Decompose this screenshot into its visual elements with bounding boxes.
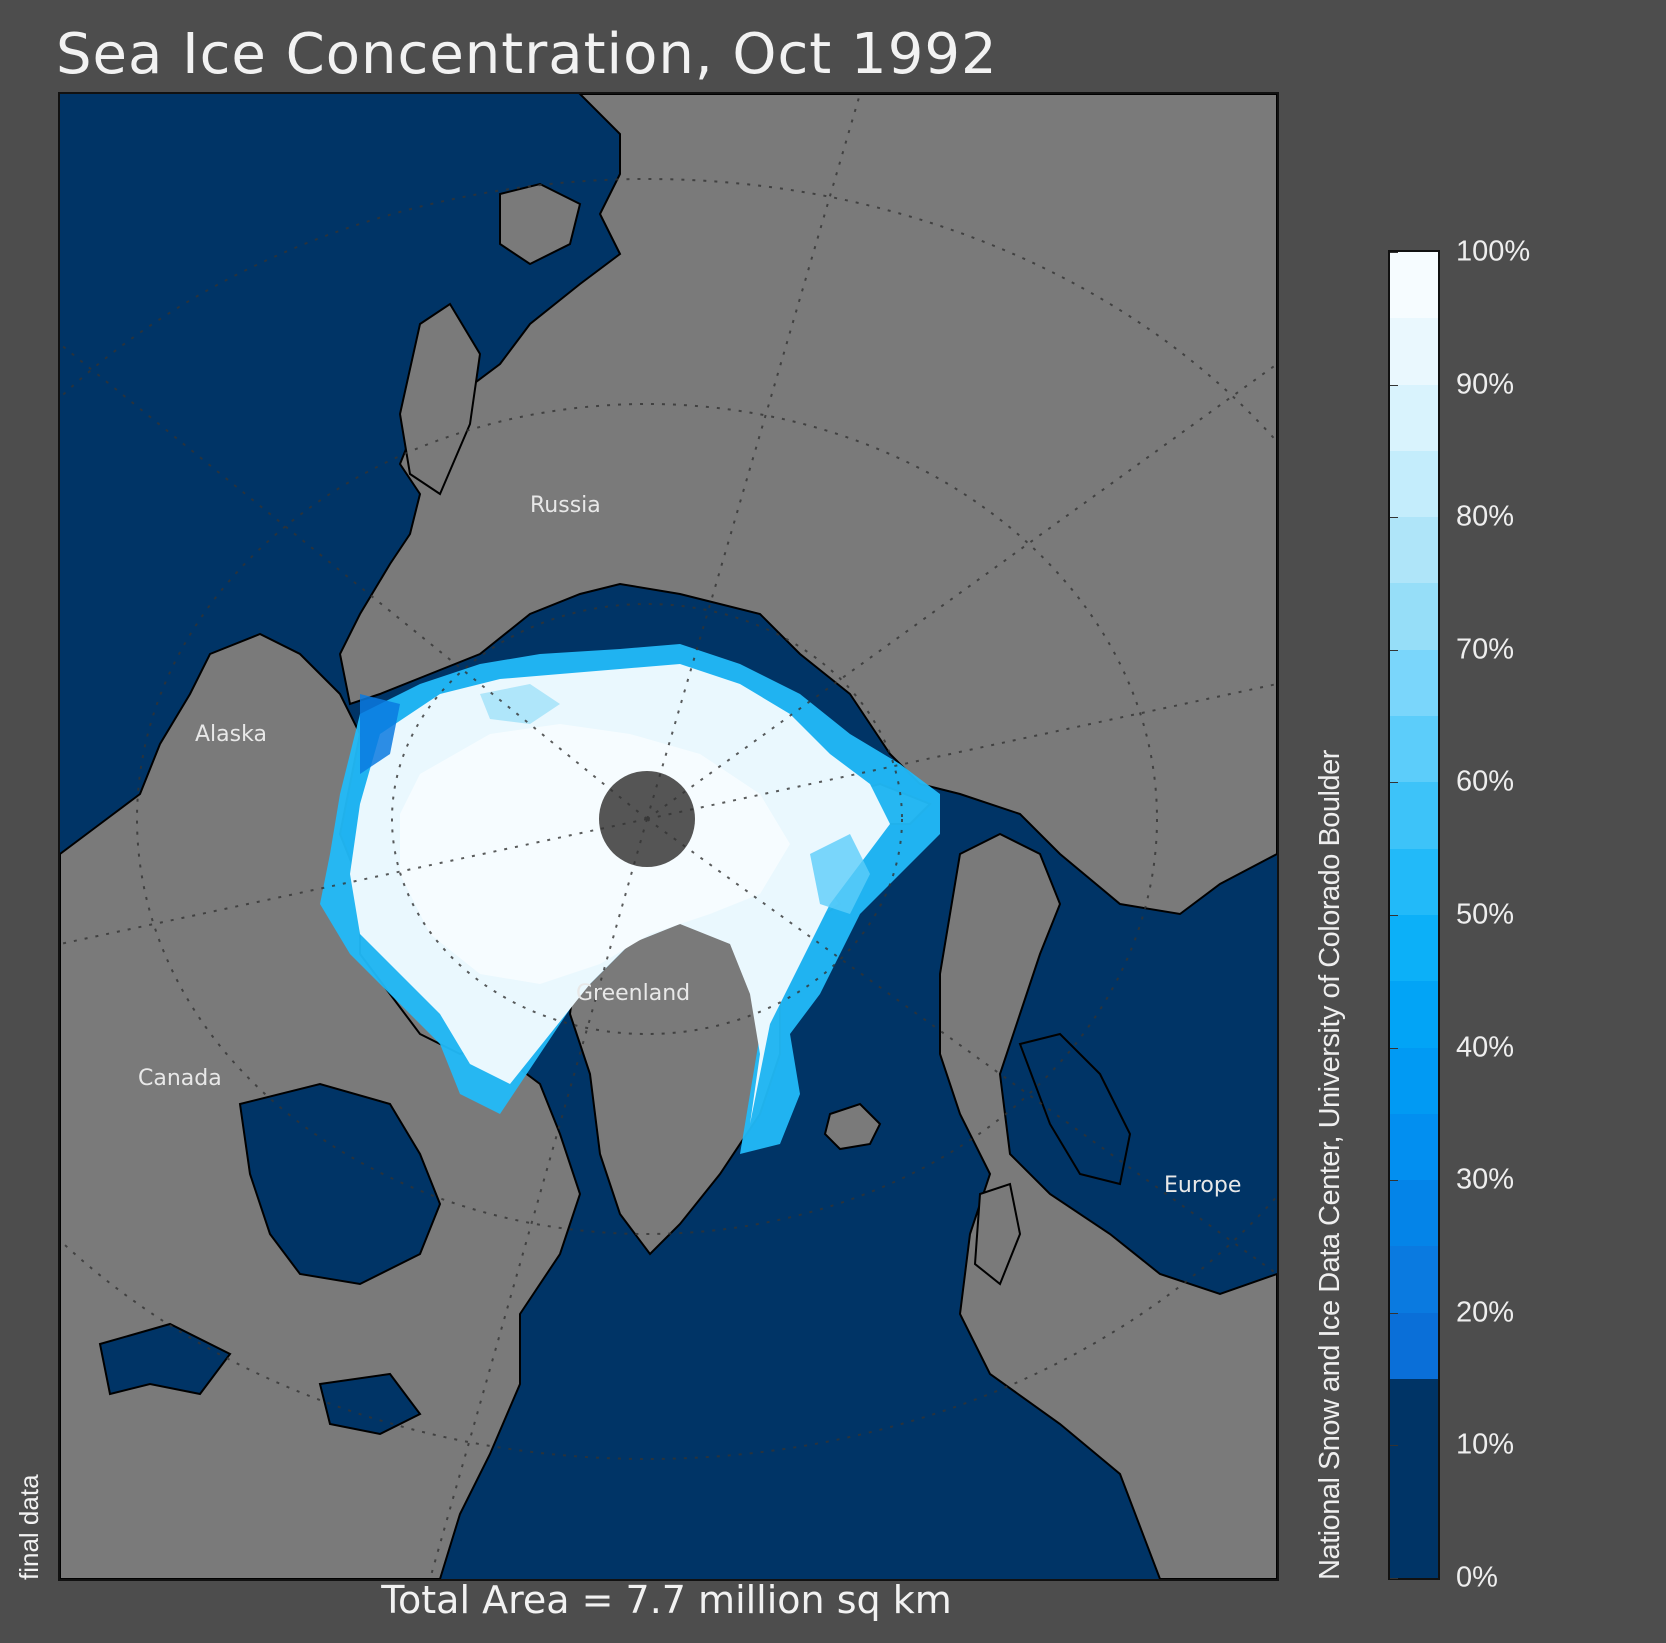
colorbar-segment <box>1390 384 1438 451</box>
colorbar-segment <box>1390 583 1438 650</box>
colorbar-tick-mark <box>1390 915 1398 916</box>
sea-ice-patch-3 <box>360 694 400 774</box>
colorbar-tick-label: 0% <box>1456 1561 1498 1594</box>
colorbar-segment <box>1390 649 1438 717</box>
colorbar <box>1388 250 1440 1580</box>
colorbar-segment <box>1390 981 1438 1048</box>
colorbar-tick-mark <box>1390 517 1398 519</box>
colorbar-tick-label: 80% <box>1456 500 1515 533</box>
colorbar-tick-mark <box>1390 1180 1398 1182</box>
sea-ice-core <box>400 724 790 984</box>
data-status-label: final data <box>14 1474 44 1580</box>
colorbar-segment <box>1390 1379 1438 1446</box>
label-greenland: Greenland <box>576 981 690 1006</box>
land-iceland <box>823 1102 882 1151</box>
colorbar-segment <box>1390 252 1438 319</box>
label-russia: Russia <box>530 493 601 518</box>
colorbar-segment <box>1390 716 1438 783</box>
total-area-text: Total Area = 7.7 million sq km <box>381 1578 952 1622</box>
colorbar-segment <box>1390 914 1438 982</box>
colorbar-segment <box>1390 450 1438 518</box>
colorbar-segment <box>1390 848 1438 915</box>
colorbar-segment <box>1390 1312 1438 1380</box>
colorbar-segment <box>1390 782 1438 849</box>
colorbar-segment <box>1390 1511 1438 1578</box>
colorbar-tick-label: 70% <box>1456 633 1515 666</box>
label-europe: Europe <box>1164 1173 1241 1198</box>
colorbar-segment <box>1390 318 1438 385</box>
colorbar-tick-label: 100% <box>1456 235 1531 268</box>
sea-ice-map: Russia Alaska Canada Greenland Europe <box>58 92 1279 1581</box>
colorbar-segment <box>1390 1113 1438 1181</box>
baltic-sea <box>1018 1032 1132 1186</box>
colorbar-tick-label: 20% <box>1456 1296 1515 1329</box>
colorbar-tick-label: 30% <box>1456 1163 1515 1196</box>
colorbar-tick-label: 90% <box>1456 368 1515 401</box>
land-russia <box>338 94 1277 916</box>
colorbar-segment <box>1390 1047 1438 1114</box>
lake-2 <box>318 1372 422 1436</box>
colorbar-tick-mark <box>1390 782 1398 784</box>
hudson-bay <box>238 1082 442 1286</box>
colorbar-tick-label: 50% <box>1456 898 1515 931</box>
colorbar-tick-mark <box>1390 1312 1398 1314</box>
colorbar-tick-mark <box>1390 252 1398 253</box>
graticule <box>60 94 1277 1579</box>
label-canada: Canada <box>138 1066 222 1091</box>
land-uk <box>973 1182 1022 1286</box>
sea-ice-patch-1 <box>480 684 560 724</box>
colorbar-tick-label: 40% <box>1456 1031 1515 1064</box>
colorbar-tick-mark <box>1390 1578 1398 1579</box>
colorbar-tick-mark <box>1390 1445 1398 1447</box>
colorbar-tick-mark <box>1390 649 1398 651</box>
sea-ice-patch-2 <box>810 834 870 914</box>
lakes <box>98 1322 232 1396</box>
land-kamchatka <box>398 302 482 496</box>
map-title: Sea Ice Concentration, Oct 1992 <box>56 22 998 87</box>
land-europe <box>939 832 1277 1579</box>
colorbar-tick-mark <box>1390 384 1398 386</box>
credit-label: National Snow and Ice Data Center, Unive… <box>1314 750 1346 1580</box>
colorbar-segment <box>1390 1246 1438 1313</box>
colorbar-segment <box>1390 517 1438 584</box>
colorbar-tick-label: 10% <box>1456 1428 1515 1461</box>
colorbar-tick-label: 60% <box>1456 765 1515 798</box>
colorbar-tick-mark <box>1390 1047 1398 1049</box>
label-alaska: Alaska <box>195 722 267 747</box>
land-chukotka <box>499 182 582 266</box>
colorbar-segment <box>1390 1445 1438 1512</box>
polar-projection: Russia Alaska Canada Greenland Europe <box>60 94 1277 1579</box>
colorbar-segment <box>1390 1180 1438 1247</box>
